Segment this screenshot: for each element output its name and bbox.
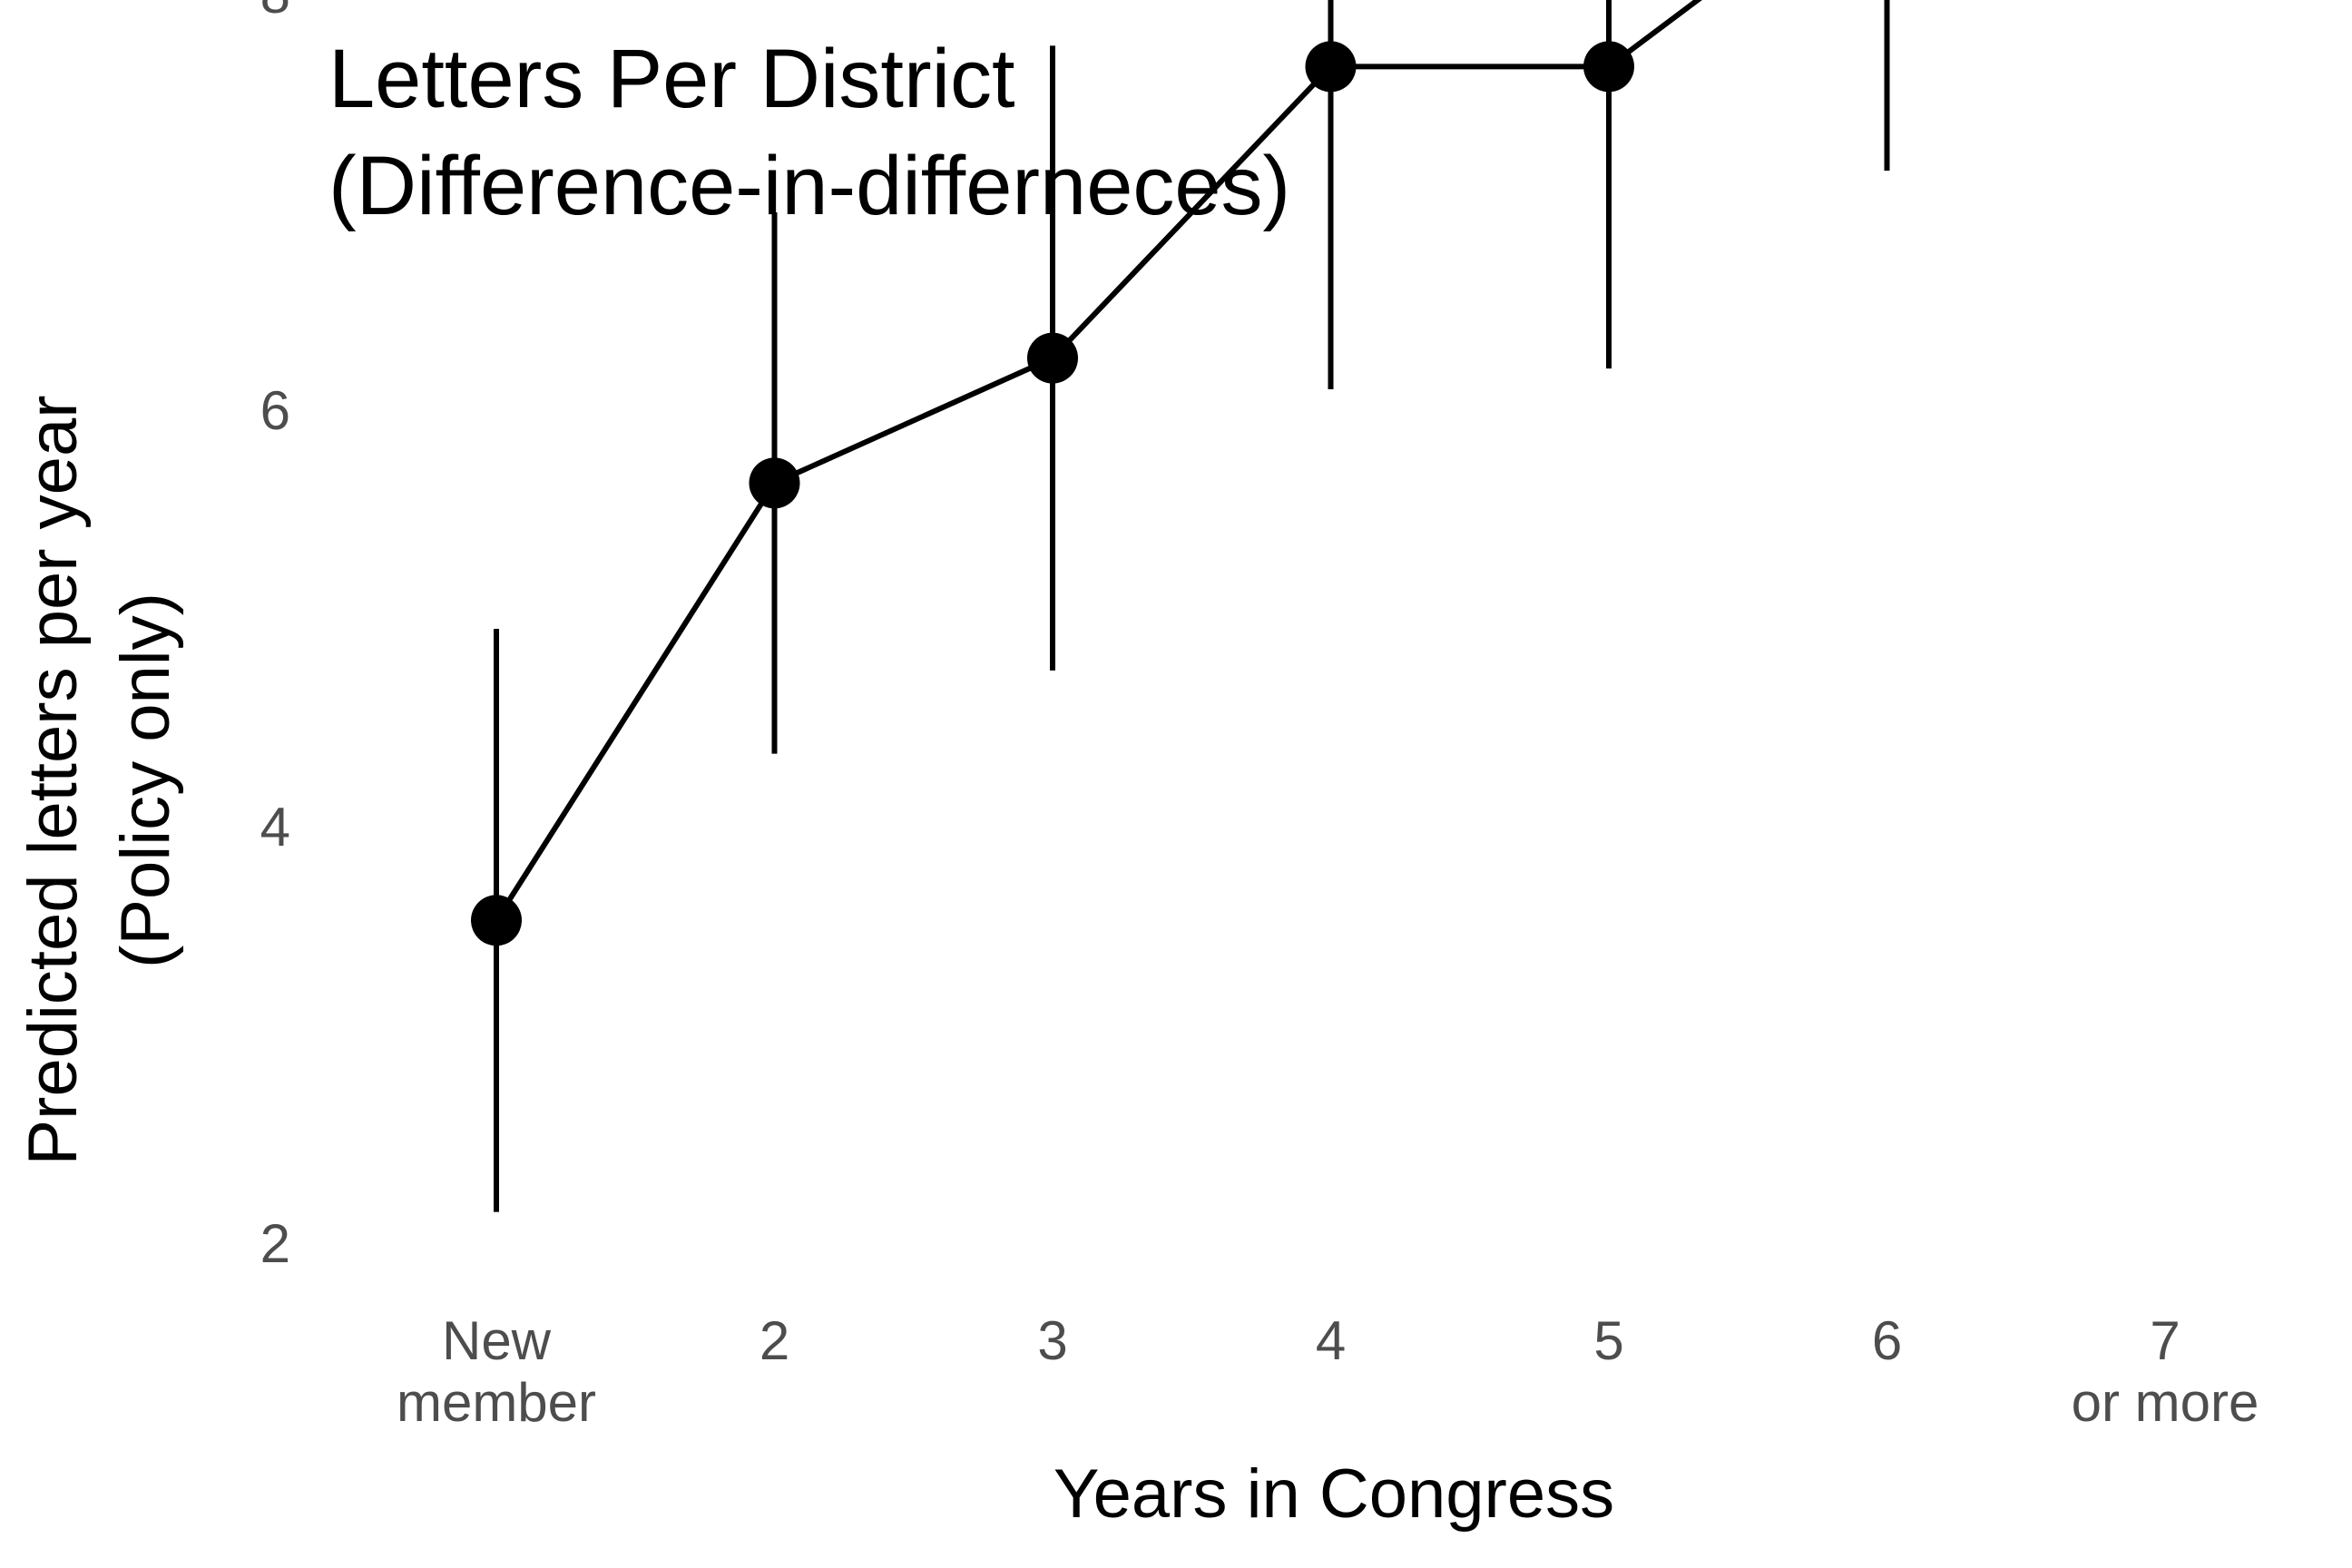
x-tick-label-line: 4 bbox=[1316, 1310, 1346, 1371]
y-axis-title-line-2: (Policy only) bbox=[107, 593, 184, 968]
data-point bbox=[1027, 332, 1078, 384]
data-point bbox=[1583, 41, 1634, 93]
x-tick-label: 7 or more bbox=[2072, 1310, 2259, 1433]
x-tick-label-line: 3 bbox=[1037, 1310, 1067, 1371]
x-axis-title: Years in Congress bbox=[1054, 1455, 1614, 1533]
data-point bbox=[1305, 41, 1357, 93]
x-tick-label: 5 bbox=[1593, 1310, 1623, 1371]
data-point bbox=[471, 895, 522, 946]
x-tick-label: New member bbox=[397, 1310, 596, 1433]
data-point bbox=[749, 457, 800, 509]
x-tick-label: 3 bbox=[1037, 1310, 1067, 1371]
x-tick-label-line: 6 bbox=[1872, 1310, 1902, 1371]
chart-title: Letters Per District (Difference-in-diff… bbox=[328, 33, 1290, 232]
x-tick-label-line: 7 bbox=[2150, 1310, 2180, 1371]
x-tick-label-line: 5 bbox=[1593, 1310, 1623, 1371]
x-tick-labels: New member 2 3 4 5 6 7 or more bbox=[397, 1310, 2259, 1433]
plot-area bbox=[471, 0, 1890, 1212]
x-tick-label: 6 bbox=[1872, 1310, 1902, 1371]
y-axis-title-line-1: Predicted letters per year bbox=[15, 395, 92, 1165]
x-tick-label: 2 bbox=[760, 1310, 789, 1371]
y-tick-label: 4 bbox=[260, 797, 290, 858]
x-tick-label: 4 bbox=[1316, 1310, 1346, 1371]
y-tick-labels: 246810 bbox=[260, 0, 290, 1274]
y-tick-label: 6 bbox=[260, 380, 290, 441]
x-tick-label-line: member bbox=[397, 1372, 596, 1433]
y-tick-label: 8 bbox=[260, 0, 290, 24]
chart-title-line-1: Letters Per District bbox=[328, 33, 1015, 125]
x-tick-label-line: New bbox=[442, 1310, 552, 1371]
y-axis-title: Predicted letters per year (Policy only) bbox=[15, 395, 184, 1165]
x-tick-label-line: or more bbox=[2072, 1372, 2259, 1433]
chart-title-line-2: (Difference-in-differneces) bbox=[328, 140, 1290, 232]
y-tick-label: 2 bbox=[260, 1213, 290, 1274]
x-tick-label-line: 2 bbox=[760, 1310, 789, 1371]
